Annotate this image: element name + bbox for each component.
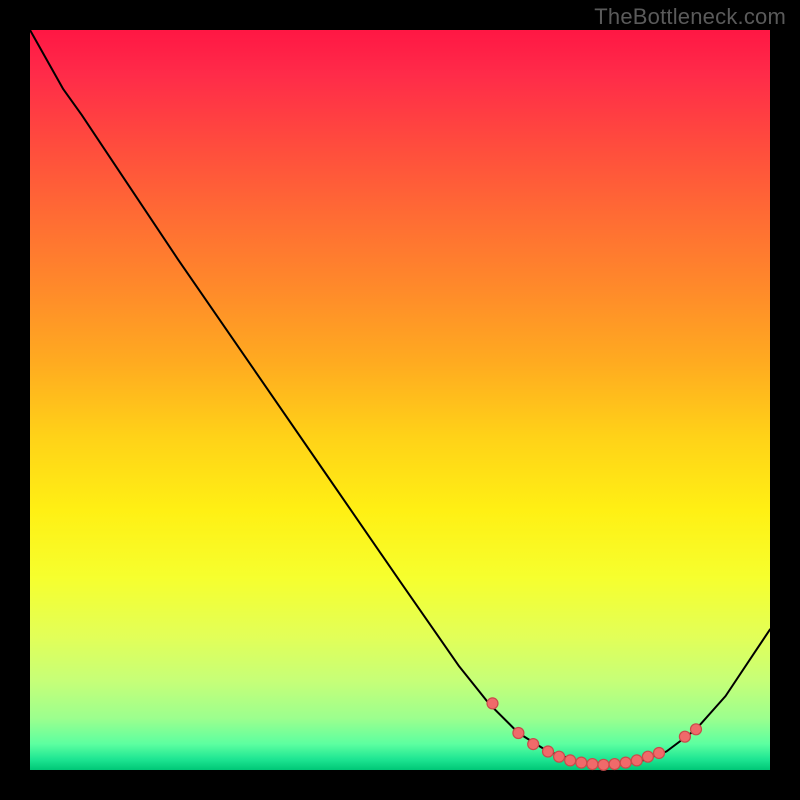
- chart-marker: [609, 759, 620, 770]
- chart-marker: [576, 757, 587, 768]
- chart-marker: [642, 751, 653, 762]
- chart-marker: [528, 739, 539, 750]
- chart-marker: [513, 728, 524, 739]
- chart-marker: [654, 747, 665, 758]
- chart-marker: [598, 759, 609, 770]
- chart-marker: [620, 757, 631, 768]
- chart-svg: [30, 30, 770, 770]
- chart-marker: [543, 746, 554, 757]
- chart-marker: [587, 759, 598, 770]
- chart-marker: [487, 698, 498, 709]
- chart-background: [30, 30, 770, 770]
- watermark-text: TheBottleneck.com: [594, 4, 786, 30]
- chart-marker: [554, 751, 565, 762]
- chart-marker: [565, 755, 576, 766]
- chart-plot-area: [30, 30, 770, 770]
- chart-marker: [679, 731, 690, 742]
- chart-marker: [691, 724, 702, 735]
- chart-marker: [631, 755, 642, 766]
